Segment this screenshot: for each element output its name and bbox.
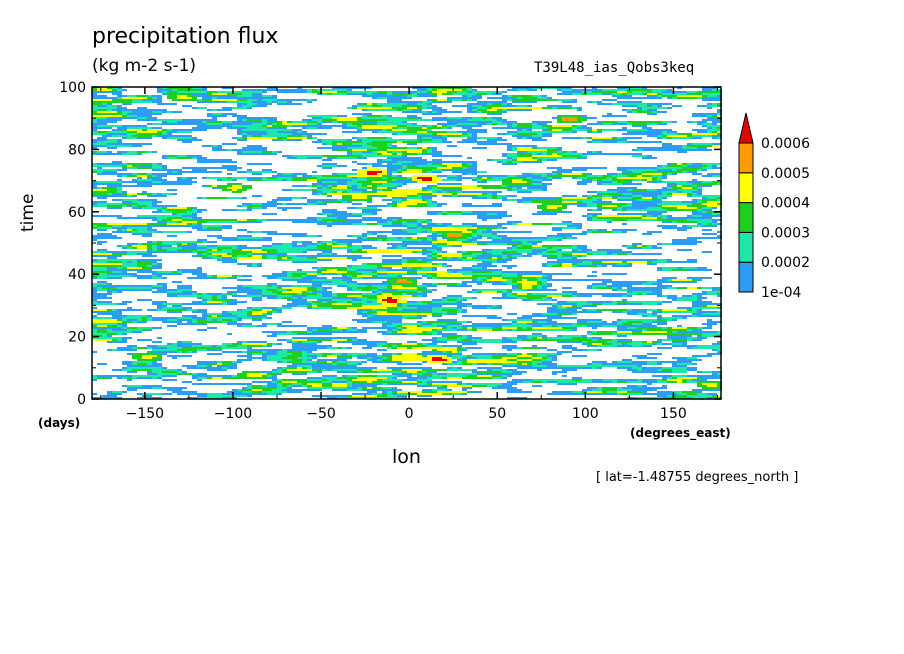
experiment-label: T39L48_ias_Qobs3keq <box>534 60 695 76</box>
colorbar-swatch <box>738 202 754 233</box>
y-tick-label: 40 <box>68 267 86 283</box>
colorbar-label: 1e-04 <box>761 285 801 301</box>
y-axis: 0 20 40 60 80 100 <box>59 80 721 408</box>
colorbar-swatch <box>738 231 754 263</box>
x-tick-label: 50 <box>488 406 506 422</box>
y-tick-label: 20 <box>68 330 86 346</box>
colorbar: 1e-04 0.0002 0.0003 0.0004 0.0005 0.0006 <box>738 112 810 301</box>
x-tick-label: 150 <box>660 406 687 422</box>
x-axis-units: (degrees_east) <box>630 426 731 440</box>
x-tick-label: 100 <box>572 406 599 422</box>
chart-title: precipitation flux <box>92 24 279 49</box>
x-tick-label: −50 <box>306 406 336 422</box>
colorbar-swatch <box>738 172 754 204</box>
x-axis: −150 −100 −50 0 50 100 150 <box>100 87 718 422</box>
contour-field <box>92 87 722 399</box>
x-tick-label: 0 <box>405 406 414 422</box>
colorbar-label: 0.0003 <box>761 225 810 241</box>
colorbar-label: 0.0005 <box>761 166 810 182</box>
colorbar-label: 0.0004 <box>761 196 810 212</box>
x-axis-label: lon <box>392 446 421 468</box>
colorbar-extend-triangle <box>738 112 754 144</box>
colorbar-label: 0.0006 <box>761 136 810 152</box>
x-tick-label: −150 <box>126 406 164 422</box>
y-tick-label: 80 <box>68 142 86 158</box>
x-tick-label: −100 <box>214 406 252 422</box>
y-tick-label: 60 <box>68 205 86 221</box>
chart-units: (kg m-2 s-1) <box>92 56 197 76</box>
y-tick-label: 100 <box>59 80 86 96</box>
colorbar-swatch <box>738 261 754 293</box>
latitude-annotation: [ lat=-1.48755 degrees_north ] <box>596 470 799 485</box>
colorbar-label: 0.0002 <box>761 255 810 271</box>
colorbar-swatch <box>738 142 754 174</box>
y-tick-label: 0 <box>77 392 86 408</box>
y-axis-units: (days) <box>38 416 81 430</box>
